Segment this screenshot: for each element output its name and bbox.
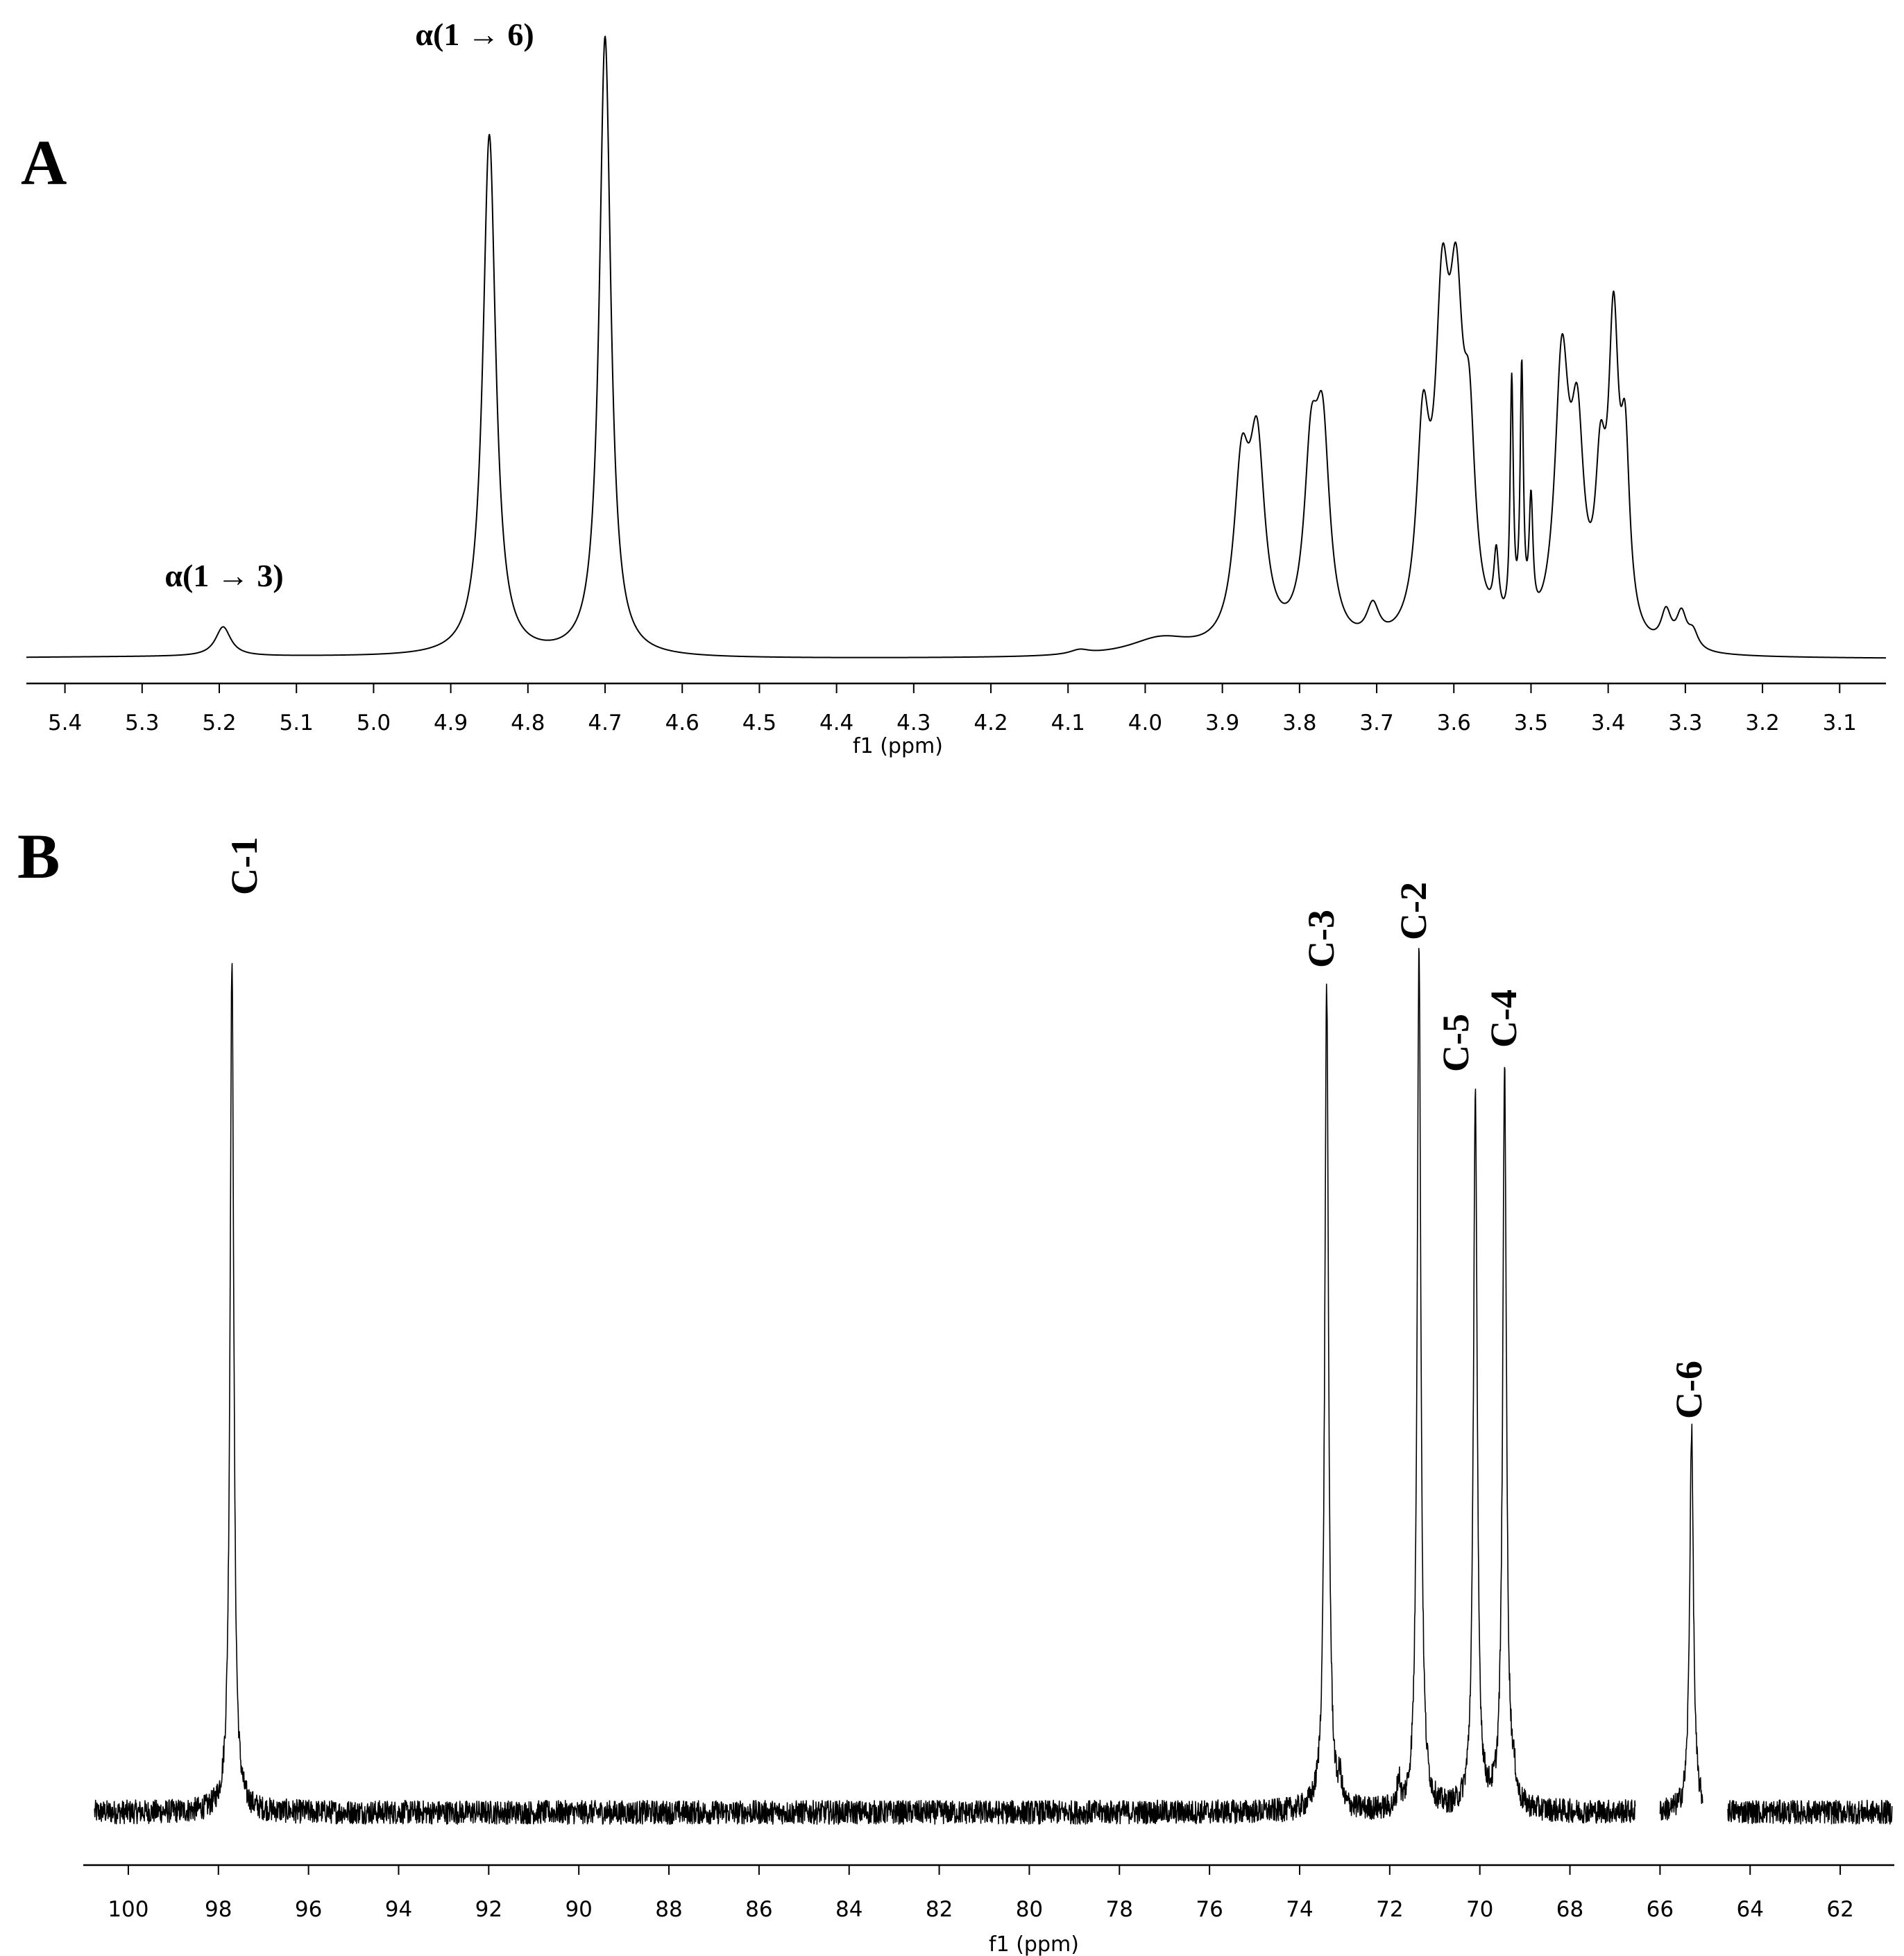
panel-a-tick-label: 3.4	[1591, 711, 1625, 735]
peak-label-c3: C-3	[1300, 910, 1342, 968]
panel-a-tick-label: 4.5	[742, 711, 776, 735]
panel-b-tick-label: 86	[745, 1897, 772, 1922]
panel-a-tick-label: 4.4	[819, 711, 853, 735]
panel-a-tick-label: 3.7	[1359, 711, 1393, 735]
panel-a-tick-label: 5.4	[48, 711, 82, 735]
panel-a-tick-label: 4.8	[511, 711, 545, 735]
panel-a-tick-label: 5.3	[125, 711, 159, 735]
panel-b-x-axis-title: f1 (ppm)	[989, 1932, 1079, 1956]
panel-b-tick-label: 64	[1737, 1897, 1764, 1922]
peak-label-alpha-1-3: α(1 → 3)	[164, 558, 283, 593]
panel-a-tick-label: 5.2	[202, 711, 236, 735]
panel-a-tick-label: 3.2	[1745, 711, 1779, 735]
panel-a-tick-label: 4.1	[1051, 711, 1085, 735]
panel-b-13c-spectrum: B 100 98 96 94 92 90 88 86 84 82 80 78 76 74 72 70 68 66 6…	[17, 821, 1894, 1956]
panel-a-tick-label: 4.6	[665, 711, 699, 735]
panel-b-tick-label: 100	[108, 1897, 148, 1922]
panel-b-tick-label: 94	[385, 1897, 412, 1922]
panel-b-spectrum-line	[94, 947, 1893, 1825]
peak-label-c2: C-2	[1393, 882, 1434, 940]
panel-a-tick-label: 4.7	[588, 711, 622, 735]
panel-a-label: A	[21, 127, 67, 198]
panel-b-tick-label: 62	[1826, 1897, 1853, 1922]
panel-a-tick-label: 3.5	[1514, 711, 1548, 735]
panel-b-tick-label: 84	[835, 1897, 862, 1922]
panel-a-tick-label: 3.1	[1823, 711, 1857, 735]
panel-b-tick-label: 88	[655, 1897, 682, 1922]
panel-a-tick-label: 3.8	[1282, 711, 1316, 735]
panel-a-tick-group: 5.4 5.3 5.2 5.1 5.0 4.9 4.8 4.7 4.6 4.5 4.4 4.3 4.2 4…	[48, 683, 1857, 735]
panel-b-tick-label: 74	[1286, 1897, 1313, 1922]
peak-label-alpha-1-6: α(1 → 6)	[415, 17, 534, 52]
peak-label-c6: C-6	[1668, 1361, 1710, 1419]
peak-label-c1: C-1	[223, 837, 265, 895]
panel-b-tick-label: 68	[1556, 1897, 1583, 1922]
panel-b-tick-label: 72	[1376, 1897, 1403, 1922]
panel-b-tick-label: 98	[205, 1897, 232, 1922]
panel-a-tick-label: 4.3	[896, 711, 930, 735]
panel-b-tick-label: 80	[1016, 1897, 1043, 1922]
panel-b-tick-label: 66	[1647, 1897, 1674, 1922]
panel-a-tick-label: 4.2	[974, 711, 1008, 735]
panel-a-tick-label: 5.1	[280, 711, 314, 735]
panel-b-tick-label: 92	[475, 1897, 502, 1922]
panel-a-x-axis-title: f1 (ppm)	[853, 734, 943, 758]
panel-b-label: B	[17, 821, 60, 892]
panel-a-tick-label: 3.3	[1668, 711, 1702, 735]
panel-a-tick-label: 3.6	[1437, 711, 1471, 735]
panel-b-tick-label: 70	[1466, 1897, 1493, 1922]
panel-b-tick-label: 96	[295, 1897, 322, 1922]
panel-b-tick-group: 100 98 96 94 92 90 88 86 84 82 80 78 76 74 72 70 68 66 64 6…	[108, 1865, 1854, 1922]
panel-a-tick-label: 4.0	[1128, 711, 1162, 735]
peak-label-c5: C-5	[1435, 1014, 1477, 1072]
panel-b-tick-label: 82	[926, 1897, 953, 1922]
panel-a-1h-spectrum: A 5.4 5.3 5.2 5.1 5.0 4.9 4.8 4.7 4.6 4.5 4.4 4.3 4.…	[21, 17, 1887, 758]
panel-a-spectrum-line	[26, 35, 1887, 659]
panel-a-tick-label: 5.0	[357, 711, 391, 735]
panel-b-tick-label: 78	[1106, 1897, 1133, 1922]
panel-a-tick-label: 4.9	[434, 711, 468, 735]
panel-b-tick-label: 76	[1196, 1897, 1223, 1922]
panel-a-tick-label: 3.9	[1205, 711, 1239, 735]
peak-label-c4: C-4	[1483, 989, 1524, 1048]
panel-b-tick-label: 90	[565, 1897, 592, 1922]
